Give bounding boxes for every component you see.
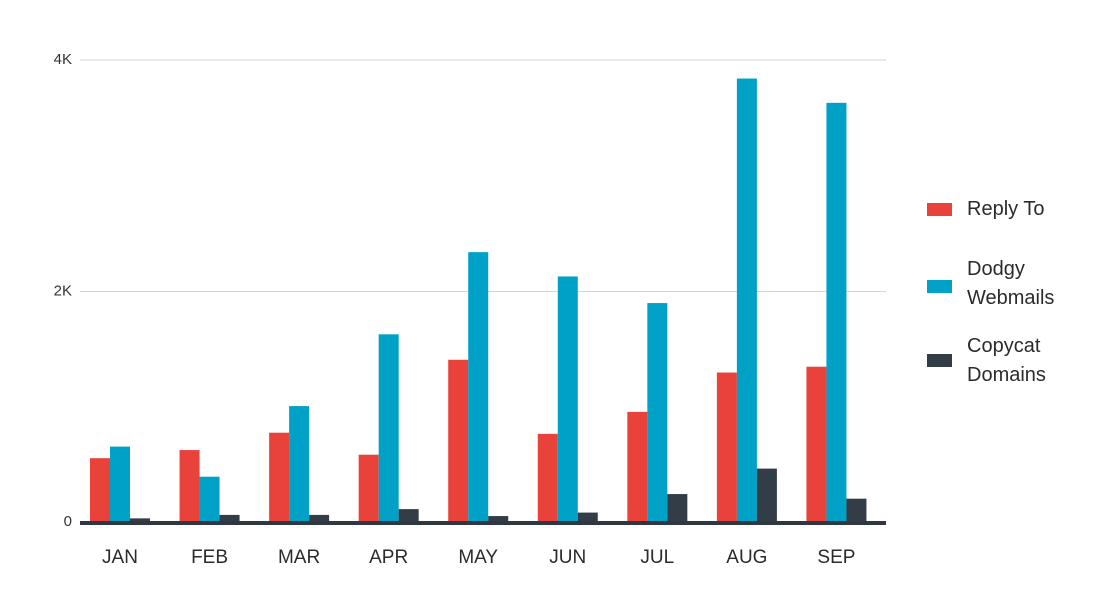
bars <box>90 78 867 524</box>
y-tick-label: 4K <box>54 51 72 68</box>
x-tick-label: MAY <box>458 547 498 568</box>
legend-label: Copycat <box>967 335 1041 357</box>
bar-copycat-domains <box>398 509 419 523</box>
x-tick-label: FEB <box>191 547 228 568</box>
x-axis-ticks: JAN FEB MAR APR MAY JUN JUL AUG SEP <box>102 547 855 568</box>
bar-dodgy-webmails <box>199 476 220 523</box>
legend-label: Dodgy <box>967 258 1025 280</box>
x-tick-label: AUG <box>726 547 767 568</box>
bar-reply-to <box>179 450 200 523</box>
bar-dodgy-webmails <box>289 406 310 523</box>
x-tick-label: JUN <box>549 547 586 568</box>
y-tick-label: 2K <box>54 282 72 299</box>
bar-reply-to <box>358 454 379 523</box>
bar-copycat-domains <box>846 498 867 523</box>
bar-reply-to <box>269 432 290 523</box>
bar-copycat-domains <box>219 514 240 523</box>
bar-reply-to <box>448 359 469 523</box>
x-tick-label: JAN <box>102 547 138 568</box>
bar-dodgy-webmails <box>378 334 399 523</box>
bar-copycat-domains <box>756 468 777 523</box>
legend-swatch <box>927 203 952 216</box>
bar-reply-to <box>627 411 648 523</box>
legend: Reply To Dodgy Webmails Copycat Domains <box>927 198 1054 386</box>
bar-reply-to <box>537 433 558 523</box>
bar-dodgy-webmails <box>826 102 847 523</box>
bar-dodgy-webmails <box>557 276 578 523</box>
bar-dodgy-webmails <box>468 252 489 523</box>
legend-swatch <box>927 354 952 367</box>
y-axis-ticks: 0 2K 4K <box>54 51 72 530</box>
bar-reply-to <box>90 458 110 523</box>
bar-reply-to <box>806 366 827 523</box>
x-tick-label: MAR <box>278 547 320 568</box>
legend-label: Webmails <box>967 287 1054 309</box>
legend-label: Domains <box>967 364 1046 386</box>
bar-reply-to <box>716 372 737 523</box>
bar-dodgy-webmails <box>647 303 668 523</box>
x-tick-label: APR <box>369 547 408 568</box>
x-tick-label: JUL <box>640 547 674 568</box>
bar-dodgy-webmails <box>110 446 130 523</box>
bar-copycat-domains <box>577 512 598 523</box>
y-tick-label: 0 <box>64 513 72 530</box>
bar-copycat-domains <box>309 514 330 523</box>
bar-copycat-domains <box>130 518 150 523</box>
x-tick-label: SEP <box>817 547 855 568</box>
legend-swatch <box>927 280 952 293</box>
bar-dodgy-webmails <box>736 78 757 524</box>
bar-copycat-domains <box>488 516 509 523</box>
legend-label: Reply To <box>967 198 1044 220</box>
bar-copycat-domains <box>667 494 688 523</box>
